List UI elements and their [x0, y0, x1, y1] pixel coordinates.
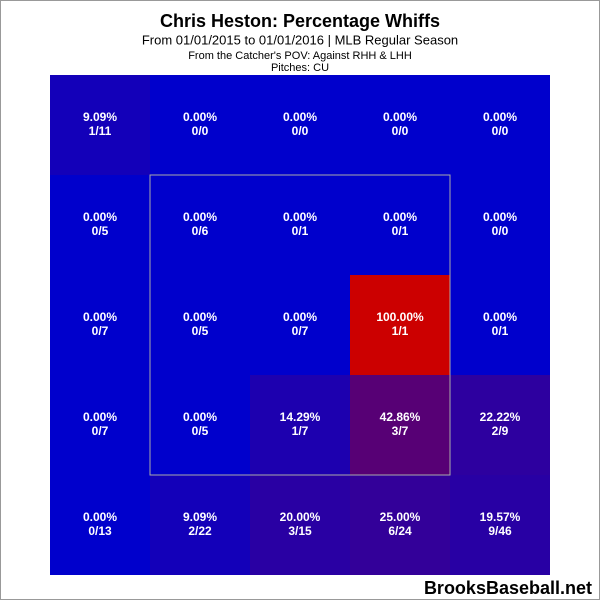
strike-zone — [149, 174, 451, 476]
cell-value-label: 0.00% — [283, 110, 317, 124]
cell-count-label: 1/1 — [392, 324, 409, 338]
cell — [150, 475, 250, 575]
cell-value-label: 0.00% — [183, 410, 217, 424]
cell — [250, 175, 350, 275]
cell — [350, 75, 450, 175]
cell-value-label: 0.00% — [483, 110, 517, 124]
cell-value-label: 0.00% — [283, 310, 317, 324]
cell — [150, 275, 250, 375]
cell — [50, 275, 150, 375]
note: From the Catcher's POV: Against RHH & LH… — [188, 50, 412, 62]
cell-value-label: 14.29% — [280, 410, 321, 424]
cell — [250, 375, 350, 475]
cell-count-label: 9/46 — [488, 524, 512, 538]
cell-value-label: 0.00% — [183, 110, 217, 124]
cell-count-label: 1/7 — [292, 424, 309, 438]
cell-value-label: 42.86% — [380, 410, 421, 424]
cell-count-label: 0/1 — [492, 324, 509, 338]
cell-value-label: 0.00% — [383, 110, 417, 124]
cell-count-label: 0/7 — [92, 324, 109, 338]
cell — [250, 75, 350, 175]
cell-value-label: 0.00% — [83, 510, 117, 524]
cell — [250, 475, 350, 575]
cell-count-label: 0/0 — [192, 124, 209, 138]
note: Pitches: CU — [271, 62, 329, 74]
cell-value-label: 20.00% — [280, 510, 321, 524]
cell-value-label: 0.00% — [483, 210, 517, 224]
cell-value-label: 19.57% — [480, 510, 521, 524]
cell-count-label: 2/9 — [492, 424, 509, 438]
cell-count-label: 6/24 — [388, 524, 412, 538]
cell — [50, 475, 150, 575]
chart-title: Chris Heston: Percentage Whiffs — [160, 11, 440, 31]
cell — [50, 175, 150, 275]
cell-count-label: 0/7 — [292, 324, 309, 338]
cell — [150, 175, 250, 275]
cell-value-label: 0.00% — [283, 210, 317, 224]
watermark: BrooksBaseball.net — [424, 578, 592, 598]
cell-count-label: 2/22 — [188, 524, 212, 538]
cell — [450, 375, 550, 475]
cell — [450, 275, 550, 375]
cell-count-label: 0/6 — [192, 224, 209, 238]
chart-subtitle: From 01/01/2015 to 01/01/2016 | MLB Regu… — [142, 32, 458, 47]
cell-count-label: 0/1 — [392, 224, 409, 238]
cell — [350, 475, 450, 575]
cell-value-label: 0.00% — [83, 410, 117, 424]
cell-count-label: 0/5 — [192, 324, 209, 338]
cell-count-label: 0/13 — [88, 524, 112, 538]
cell-value-label: 100.00% — [376, 310, 424, 324]
cell — [50, 375, 150, 475]
cell — [250, 275, 350, 375]
cell-value-label: 22.22% — [480, 410, 521, 424]
cell-value-label: 0.00% — [383, 210, 417, 224]
cell-count-label: 0/5 — [92, 224, 109, 238]
cell-value-label: 0.00% — [83, 310, 117, 324]
cell-value-label: 9.09% — [83, 110, 117, 124]
cell-count-label: 0/1 — [292, 224, 309, 238]
cell — [450, 75, 550, 175]
cell-value-label: 0.00% — [83, 210, 117, 224]
cell-value-label: 0.00% — [183, 310, 217, 324]
cell — [450, 475, 550, 575]
cell-value-label: 0.00% — [183, 210, 217, 224]
cell — [50, 75, 150, 175]
cell-value-label: 25.00% — [380, 510, 421, 524]
cell-count-label: 0/5 — [192, 424, 209, 438]
cell — [350, 375, 450, 475]
cell-value-label: 0.00% — [483, 310, 517, 324]
cell-count-label: 3/7 — [392, 424, 409, 438]
cell-count-label: 1/11 — [89, 124, 112, 138]
cell-count-label: 0/0 — [492, 124, 509, 138]
cell — [350, 175, 450, 275]
cell — [450, 175, 550, 275]
cell — [350, 275, 450, 375]
cell-count-label: 0/0 — [292, 124, 309, 138]
cell-count-label: 0/0 — [392, 124, 409, 138]
cell — [150, 75, 250, 175]
cell-count-label: 0/7 — [92, 424, 109, 438]
cell-value-label: 9.09% — [183, 510, 217, 524]
cell-count-label: 3/15 — [288, 524, 312, 538]
cell-count-label: 0/0 — [492, 224, 509, 238]
cell — [150, 375, 250, 475]
